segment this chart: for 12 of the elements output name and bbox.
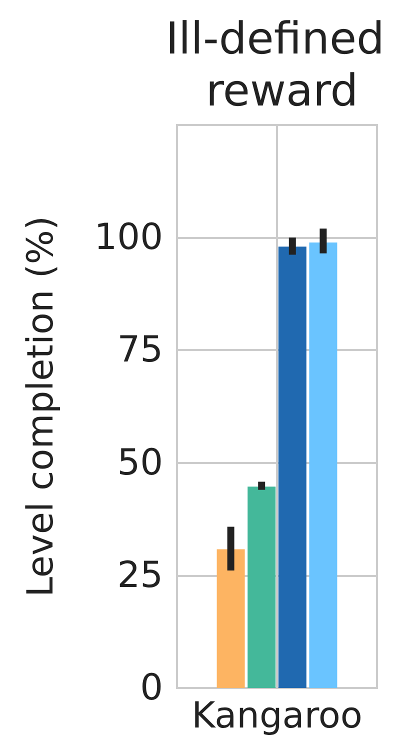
y-tick-label: 0 bbox=[140, 668, 163, 708]
y-tick-label: 50 bbox=[117, 442, 163, 484]
y-tick-label: 25 bbox=[117, 554, 163, 596]
y-axis-title: Level completion (%) bbox=[20, 216, 62, 598]
y-tick-label: 100 bbox=[94, 217, 163, 258]
bar bbox=[216, 549, 245, 688]
chart-title: Ill-defined reward bbox=[166, 14, 398, 116]
y-tick-label: 75 bbox=[117, 330, 163, 371]
bar bbox=[278, 246, 306, 688]
bar bbox=[309, 242, 338, 688]
bar bbox=[248, 486, 276, 688]
x-tick-label: Kangaroo bbox=[192, 696, 362, 736]
